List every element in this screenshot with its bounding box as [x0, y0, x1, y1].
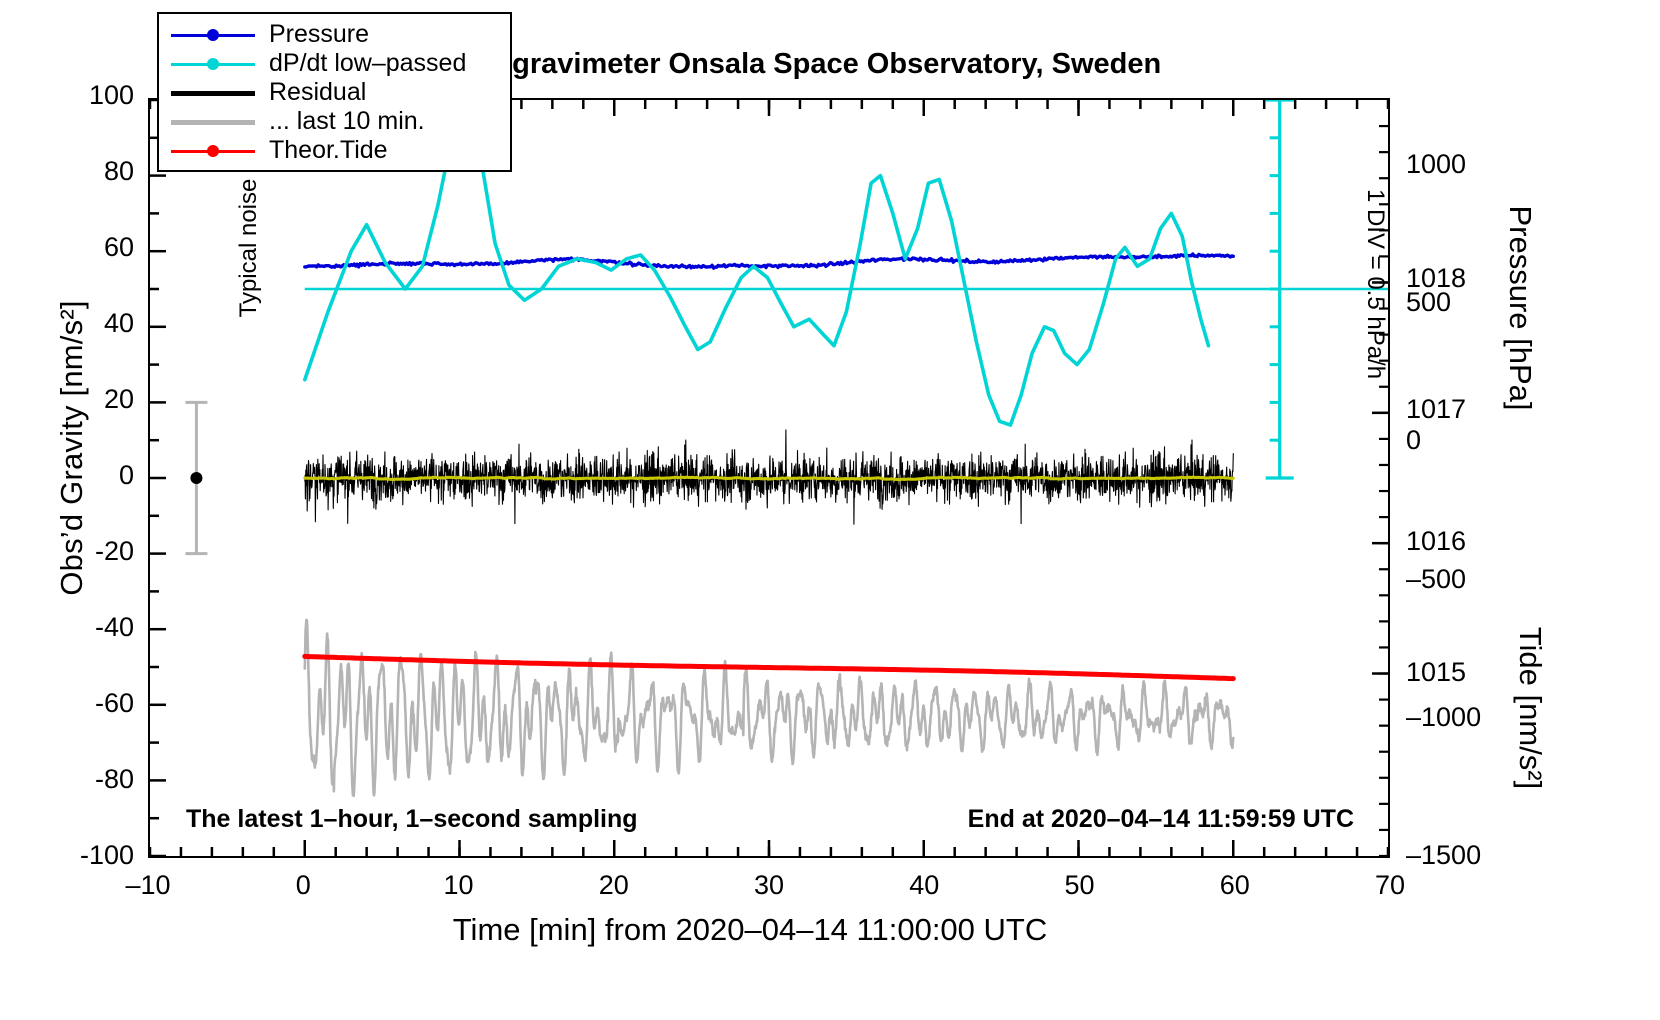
tide-tick-label: 0	[1406, 425, 1422, 456]
x-tick-label: –10	[125, 870, 171, 900]
y-tick-label: -60	[94, 688, 134, 718]
y-tick-label: -100	[79, 840, 134, 870]
y-tick-label: 20	[103, 384, 134, 414]
x-tick-label: 20	[598, 870, 629, 900]
x-tick-label: 30	[753, 870, 785, 900]
div-scale-annotation: 1 DIV = 0.5 hPa/h	[1362, 188, 1389, 380]
legend-label: Pressure	[269, 20, 370, 48]
x-tick-label: 70	[1374, 870, 1406, 900]
tide-tick-label: –500	[1406, 563, 1467, 594]
legend-line-icon	[171, 90, 255, 96]
series-dpdt	[303, 102, 1211, 427]
legend-key-icon	[171, 54, 255, 74]
pressure-tick-label: 1018	[1406, 263, 1467, 294]
plot-canvas	[150, 100, 1388, 856]
y-tick-label: 100	[88, 80, 134, 110]
y-tick-label: 60	[103, 232, 134, 262]
y-tick-label: 0	[118, 460, 134, 490]
legend-label: dP/dt low–passed	[269, 49, 467, 77]
x-axis-label: Time [min] from 2020–04–14 11:00:00 UTC	[452, 912, 1048, 947]
legend-item[interactable]: Theor.Tide	[171, 136, 510, 165]
legend-marker-icon	[207, 28, 219, 41]
legend-key-icon	[171, 141, 255, 161]
legend-key-icon	[171, 112, 255, 132]
series-residual-smoothed	[303, 475, 1235, 482]
pressure-tick-label: 1016	[1406, 525, 1467, 556]
legend-label: ... last 10 min.	[269, 107, 425, 135]
pressure-tick-label: 1015	[1406, 656, 1467, 687]
legend-item[interactable]: dP/dt low–passed	[171, 49, 510, 78]
y-tick-label: 40	[103, 308, 134, 338]
x-tick-label: 60	[1219, 870, 1250, 900]
legend: Pressure dP/dt low–passed Residual... last…	[157, 12, 512, 172]
series-last-10-min	[303, 618, 1235, 798]
y-tick-label: -40	[94, 612, 134, 642]
legend-label: Theor.Tide	[269, 136, 388, 164]
series-pressure	[303, 252, 1235, 270]
x-tick-label: 40	[909, 870, 940, 900]
y-tick-label: 80	[103, 156, 134, 186]
legend-item[interactable]: Residual	[171, 78, 510, 107]
legend-marker-icon	[207, 144, 219, 157]
y-tick-label: -20	[94, 536, 134, 566]
plot-area: Typical noise level 1 DIV = 0.5 hPa/h av…	[148, 98, 1390, 858]
series-theor-tide	[302, 653, 1236, 682]
x-tick-label: 50	[1064, 870, 1095, 900]
tide-tick-label: –1500	[1406, 840, 1482, 870]
x-tick-label: 0	[295, 870, 311, 900]
tide-tick-label: 1000	[1406, 149, 1467, 180]
x-tick-label: 10	[443, 870, 474, 900]
footer-right-annotation: End at 2020–04–14 11:59:59 UTC	[967, 805, 1354, 833]
footer-left-annotation: The latest 1–hour, 1–second sampling	[186, 805, 638, 833]
pressure-tick-label: 1017	[1406, 394, 1467, 425]
legend-marker-icon	[207, 57, 219, 70]
legend-label: Residual	[269, 78, 367, 106]
legend-line-icon	[171, 119, 255, 125]
legend-key-icon	[171, 25, 255, 45]
legend-key-icon	[171, 83, 255, 103]
legend-item[interactable]: ... last 10 min.	[171, 107, 510, 136]
tide-tick-label: 500	[1406, 287, 1452, 318]
tide-tick-label: –1000	[1406, 701, 1482, 732]
series-residual	[304, 429, 1234, 525]
legend-item[interactable]: Pressure	[171, 20, 510, 49]
y-tick-label: -80	[94, 764, 134, 794]
noise-bar-center-dot	[190, 472, 203, 484]
